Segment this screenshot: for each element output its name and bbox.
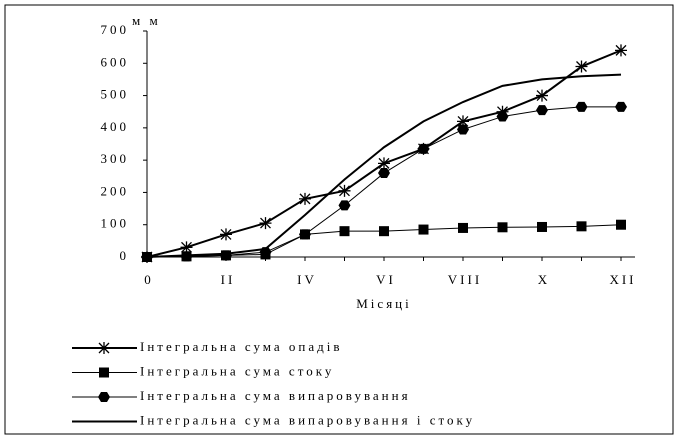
marker	[615, 101, 627, 112]
marker	[616, 219, 626, 230]
marker	[575, 101, 588, 112]
marker	[220, 228, 232, 241]
marker	[299, 229, 311, 240]
marker	[458, 222, 468, 233]
y-tick-label: 200	[101, 183, 130, 198]
marker	[536, 89, 548, 102]
marker	[497, 222, 508, 233]
x-tick-label: VIII	[448, 272, 482, 287]
y-tick-label: 0	[120, 248, 130, 263]
y-tick-label: 700	[101, 22, 130, 37]
y-tick-label: 300	[101, 151, 130, 166]
x-tick-label: VI	[376, 272, 396, 287]
marker	[98, 342, 110, 354]
y-tick-label: 400	[101, 119, 130, 134]
marker	[537, 221, 547, 232]
x-tick-label: X	[538, 272, 550, 287]
marker	[378, 157, 390, 170]
y-axis-label: м м	[132, 13, 161, 28]
legend-label: Інтегральна сума випаровування і стоку	[140, 412, 475, 427]
marker	[180, 241, 193, 254]
marker	[457, 124, 469, 135]
marker	[98, 392, 110, 402]
x-tick-label: XII	[609, 272, 636, 287]
marker	[576, 221, 587, 232]
y-tick-label: 600	[101, 54, 130, 69]
marker	[338, 184, 351, 197]
marker	[457, 115, 469, 128]
marker	[299, 192, 311, 205]
marker	[379, 226, 389, 237]
y-tick-label: 100	[101, 216, 130, 231]
marker	[417, 143, 430, 154]
y-tick-label: 500	[101, 87, 130, 102]
series-line	[146, 73, 622, 258]
marker	[339, 226, 350, 237]
legend-label: Інтегральна сума опадів	[140, 339, 343, 354]
marker	[575, 60, 588, 73]
marker	[338, 200, 351, 211]
x-tick-label: 0	[144, 272, 154, 287]
legend-label: Інтегральна сума стоку	[140, 363, 334, 378]
marker	[378, 168, 390, 179]
marker	[536, 105, 548, 116]
series-line	[146, 49, 622, 258]
marker	[496, 111, 509, 122]
marker	[99, 367, 109, 378]
marker	[615, 44, 627, 57]
x-tick-label: IV	[297, 272, 317, 287]
chart-frame	[4, 4, 674, 435]
x-axis-label: Місяці	[356, 296, 412, 311]
marker	[259, 217, 272, 230]
legend-label: Інтегральна сума випаровування	[140, 388, 411, 403]
marker	[418, 224, 429, 235]
x-tick-label: II	[221, 272, 236, 287]
